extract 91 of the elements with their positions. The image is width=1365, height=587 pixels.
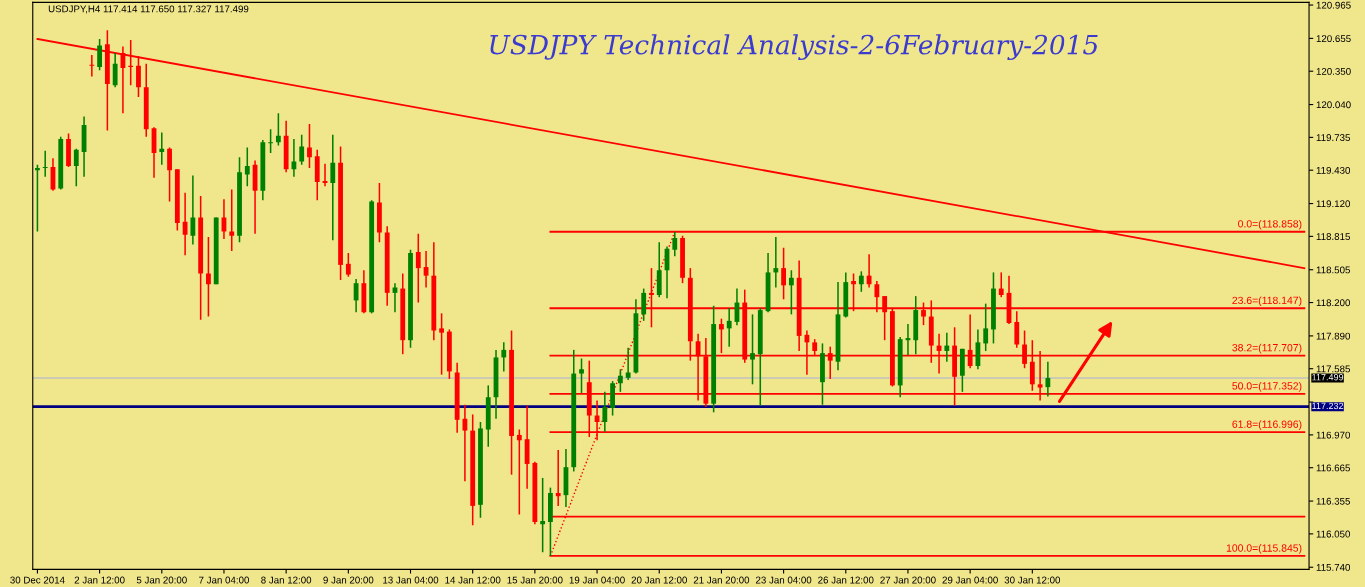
candlestick: [229, 188, 235, 252]
candlestick: [555, 449, 561, 507]
y-tick-label: 120.350: [1316, 67, 1351, 75]
candlestick: [540, 477, 546, 553]
y-tick-label: 120.655: [1316, 35, 1351, 43]
candlestick: [244, 146, 250, 188]
candlestick: [97, 38, 103, 71]
x-tick-label: 30 Dec 2014: [10, 576, 65, 584]
candlestick: [858, 270, 864, 293]
annotation: USDJPY,H4 117.414 117.650 117.327 117.499: [48, 5, 249, 14]
x-tick-label: 23 Jan 04:00: [755, 576, 812, 584]
y-tick-label: 116.665: [1316, 464, 1350, 472]
candlestick: [206, 236, 211, 318]
candlestick: [501, 341, 507, 373]
candlestick: [998, 271, 1004, 298]
candlestick: [345, 252, 351, 278]
y-tick-label: 120.040: [1316, 101, 1351, 109]
y-tick-label: 119.120: [1316, 200, 1351, 208]
candlestick: [330, 133, 336, 241]
series-label: 100.0=(115.845): [1226, 544, 1302, 554]
candlestick: [299, 133, 305, 166]
series-label: 38.2=(117.707): [1232, 343, 1302, 354]
y-tick-label: 118.505: [1316, 266, 1350, 274]
candlestick: [182, 192, 188, 256]
candlestick: [602, 391, 608, 433]
candlestick: [672, 230, 678, 258]
y-tick-label: 116.050: [1316, 530, 1351, 538]
x-tick-label: 9 Jan 20:00: [323, 576, 374, 584]
x-tick-label: 13 Jan 04:00: [383, 576, 439, 584]
ref-line-label: 117.499: [1312, 374, 1344, 381]
candlestick: [773, 236, 779, 289]
y-tick-label: 117.890: [1316, 332, 1351, 340]
candlestick: [726, 307, 732, 348]
candlestick: [617, 368, 623, 393]
candlestick: [983, 302, 989, 352]
candlestick: [73, 147, 79, 188]
y-tick-label: 119.430: [1316, 166, 1351, 174]
x-tick-label: 14 Jan 12:00: [445, 576, 501, 584]
candlestick: [392, 282, 398, 313]
y-tick-label: 117.585: [1316, 365, 1350, 373]
ref-line-label: 117.232: [1312, 402, 1344, 410]
candlestick: [641, 287, 647, 322]
candlestick: [788, 269, 794, 316]
candlestick: [415, 232, 421, 304]
x-tick-label: 27 Jan 20:00: [880, 576, 936, 584]
candlestick: [750, 313, 755, 386]
y-tick-label: 118.815: [1316, 233, 1350, 240]
candlestick: [1045, 360, 1051, 398]
series-label: 50.0=(117.352): [1232, 381, 1302, 392]
candlestick: [89, 54, 95, 78]
y-tick-label: 119.735: [1316, 134, 1350, 141]
candlestick: [516, 428, 522, 516]
candlestick: [159, 131, 165, 166]
x-tick-label: 20 Jan 12:00: [631, 576, 687, 584]
x-tick-label: 29 Jan 04:00: [942, 576, 998, 584]
candlestick: [112, 52, 118, 89]
candlestick: [136, 55, 141, 98]
candlestick: [579, 357, 584, 394]
candlestick: [353, 278, 359, 313]
series-label: 61.8=(116.996): [1232, 420, 1302, 430]
x-tick-label: 2 Jan 12:00: [74, 576, 125, 584]
x-tick-label: 26 Jan 12:00: [818, 576, 874, 584]
y-tick-label: 116.970: [1316, 431, 1351, 439]
candlestick: [439, 312, 445, 376]
candlestick: [275, 112, 281, 147]
x-tick-label: 21 Jan 20:00: [693, 576, 750, 584]
candlestick: [944, 331, 950, 363]
candlestick: [781, 246, 787, 301]
candlestick: [866, 253, 872, 289]
x-tick-label: 30 Jan 12:00: [1004, 576, 1061, 584]
y-tick-label: 118.200: [1316, 299, 1351, 307]
candlestick: [719, 317, 724, 354]
candlestick: [167, 146, 172, 203]
x-tick-label: 15 Jan 20:00: [507, 576, 563, 584]
y-tick-label: 120.965: [1316, 1, 1351, 9]
candlestick: [307, 123, 312, 169]
y-tick-label: 115.740: [1316, 563, 1351, 571]
candlestick: [1014, 310, 1020, 349]
x-tick-label: 19 Jan 04:00: [569, 576, 625, 584]
series-label: 23.6=(118.147): [1232, 296, 1302, 307]
candlestick: [35, 164, 40, 233]
x-tick-label: 5 Jan 20:00: [136, 576, 187, 584]
x-tick-label: 8 Jan 12:00: [261, 576, 312, 584]
y-tick-label: 116.355: [1316, 497, 1350, 505]
text: USDJPY Technical Analysis-2-6February-2015: [490, 34, 1098, 61]
x-tick-label: 7 Jan 04:00: [199, 576, 249, 584]
candlestick: [42, 150, 48, 178]
candlestick: [190, 174, 196, 246]
series-label: 0.0=(118.858): [1238, 219, 1302, 230]
candlestick: [625, 346, 631, 381]
candlestick: [268, 128, 274, 154]
